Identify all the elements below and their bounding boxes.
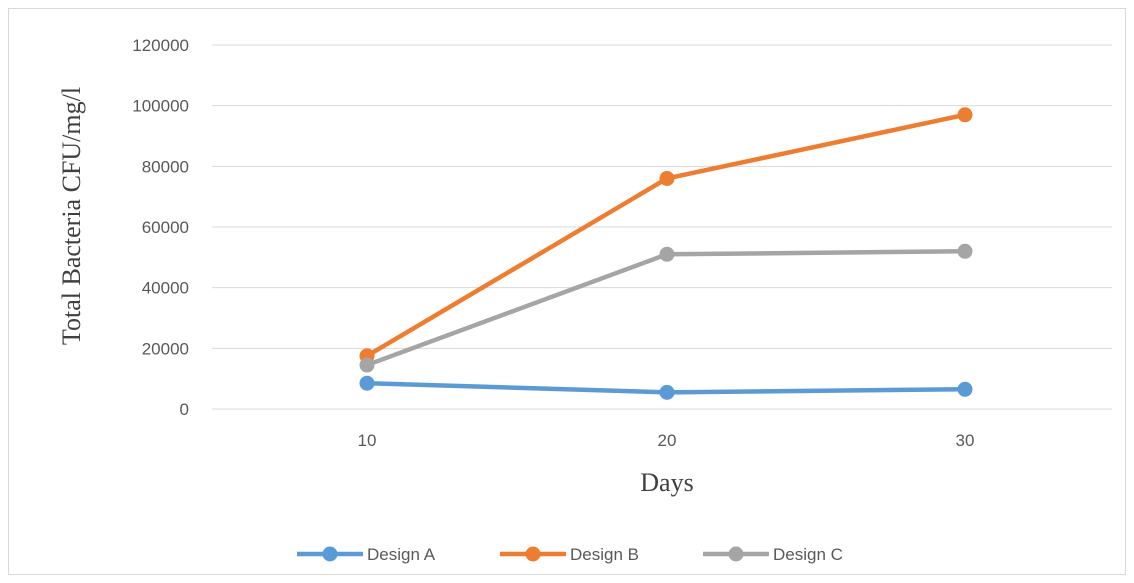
data-point bbox=[957, 381, 973, 397]
y-tick-label: 100000 bbox=[132, 97, 189, 116]
y-tick-label: 80000 bbox=[142, 157, 189, 176]
y-tick-label: 20000 bbox=[142, 339, 189, 358]
y-tick-label: 0 bbox=[180, 400, 189, 419]
x-tick-label: 10 bbox=[358, 431, 377, 450]
data-point bbox=[659, 384, 675, 400]
y-axis-title: Total Bacteria CFU/mg/l bbox=[57, 87, 86, 345]
x-tick-label: 20 bbox=[658, 431, 677, 450]
legend-label: Design B bbox=[570, 545, 639, 564]
series-lines bbox=[359, 107, 973, 400]
legend-marker bbox=[728, 546, 744, 562]
legend: Design A Design B Design C bbox=[297, 545, 843, 564]
legend-marker bbox=[525, 546, 541, 562]
legend-label: Design A bbox=[367, 545, 436, 564]
series-line-design-b bbox=[364, 112, 968, 359]
x-tick-label: 30 bbox=[956, 431, 975, 450]
y-tick-labels: 0 20000 40000 60000 80000 100000 120000 bbox=[132, 36, 189, 419]
data-point bbox=[659, 170, 675, 186]
data-point bbox=[957, 107, 973, 123]
data-point bbox=[957, 243, 973, 259]
data-point bbox=[359, 357, 375, 373]
data-point bbox=[659, 246, 675, 262]
y-tick-label: 120000 bbox=[132, 36, 189, 55]
legend-label: Design C bbox=[773, 545, 843, 564]
data-point bbox=[359, 375, 375, 391]
y-tick-label: 40000 bbox=[142, 279, 189, 298]
y-tick-label: 60000 bbox=[142, 218, 189, 237]
legend-marker bbox=[322, 546, 338, 562]
x-axis-title: Days bbox=[640, 468, 693, 497]
gridlines bbox=[212, 44, 1112, 410]
x-tick-labels: 10 20 30 bbox=[358, 431, 975, 450]
